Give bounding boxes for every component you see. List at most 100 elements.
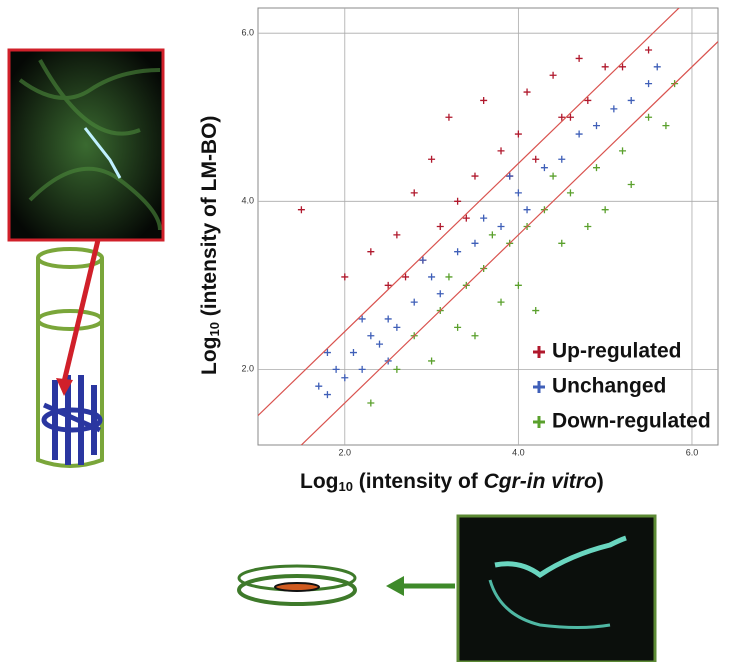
legend-marker (533, 416, 545, 428)
point (627, 180, 635, 188)
point (523, 88, 531, 96)
legend-marker (533, 381, 545, 393)
legend: Up-regulated Unchanged Down-regulated (533, 340, 711, 433)
point (514, 130, 522, 138)
point (471, 172, 479, 180)
point (497, 223, 505, 230)
legend-label: Down-regulated (552, 410, 711, 433)
point (480, 214, 488, 222)
legend-marker (533, 346, 545, 358)
point (367, 248, 375, 256)
point (410, 298, 418, 306)
dish-diagram (237, 564, 455, 606)
bottom-micrograph (456, 514, 657, 662)
point (471, 239, 479, 247)
point (384, 281, 392, 289)
x-tick-label: 4.0 (512, 447, 525, 457)
point (445, 273, 453, 281)
y-tick-label: 6.0 (241, 28, 254, 38)
point (592, 164, 600, 172)
point (428, 155, 436, 163)
point (393, 365, 401, 373)
point (514, 189, 522, 197)
plot-area (257, 7, 719, 446)
point (549, 71, 557, 79)
point (410, 189, 418, 197)
point (584, 223, 592, 230)
point (323, 349, 331, 357)
point (497, 147, 505, 155)
point (419, 256, 427, 264)
point (471, 332, 479, 340)
point (575, 54, 583, 62)
legend-label: Up-regulated (552, 340, 682, 363)
point (393, 323, 401, 331)
point (584, 96, 592, 104)
reference-line (258, 8, 680, 417)
point (549, 172, 557, 180)
point (575, 130, 583, 138)
point (480, 96, 488, 104)
point (332, 365, 340, 373)
point (358, 365, 366, 373)
point (540, 164, 548, 172)
point (454, 197, 462, 205)
point (497, 298, 505, 306)
point (454, 323, 462, 331)
point (645, 46, 653, 54)
x-tick-label: 6.0 (686, 447, 699, 457)
point (393, 231, 401, 239)
point (428, 273, 436, 281)
point (532, 307, 540, 315)
point (323, 391, 331, 399)
point (645, 80, 653, 88)
left-micrograph (7, 48, 165, 242)
point (297, 206, 305, 214)
point (349, 349, 357, 357)
point (341, 273, 349, 281)
point (402, 273, 410, 281)
point (376, 340, 384, 348)
y-tick-label: 2.0 (241, 364, 254, 374)
point (610, 105, 618, 113)
point (566, 113, 574, 121)
point (566, 189, 574, 197)
point (558, 239, 566, 247)
plot (258, 8, 718, 445)
point (506, 172, 514, 180)
point (367, 399, 375, 407)
point (601, 63, 609, 71)
point (601, 206, 609, 214)
point (558, 113, 566, 121)
tube-diagram (36, 239, 104, 468)
y-tick-label: 4.0 (241, 196, 254, 206)
point (315, 382, 323, 390)
point (445, 113, 453, 121)
point (662, 122, 670, 130)
point (523, 206, 531, 214)
point (384, 315, 392, 323)
point (436, 223, 444, 230)
point (367, 332, 375, 340)
point (558, 155, 566, 163)
point (627, 96, 635, 104)
point (653, 63, 661, 71)
legend-label: Unchanged (552, 375, 666, 398)
point (514, 281, 522, 289)
x-axis-label: Log10 (intensity of Cgr-in vitro) (300, 470, 604, 495)
point (358, 315, 366, 323)
x-tick-label: 2.0 (339, 447, 352, 457)
point (532, 155, 540, 163)
point (428, 357, 436, 365)
point (592, 122, 600, 130)
point (619, 63, 627, 71)
reference-line (300, 41, 718, 445)
point (454, 248, 462, 256)
point (488, 231, 496, 239)
point (462, 214, 470, 222)
point (619, 147, 627, 155)
point (436, 290, 444, 298)
grid (258, 8, 718, 445)
y-axis-label: Log10 (intensity of LM-BO) (198, 116, 223, 375)
